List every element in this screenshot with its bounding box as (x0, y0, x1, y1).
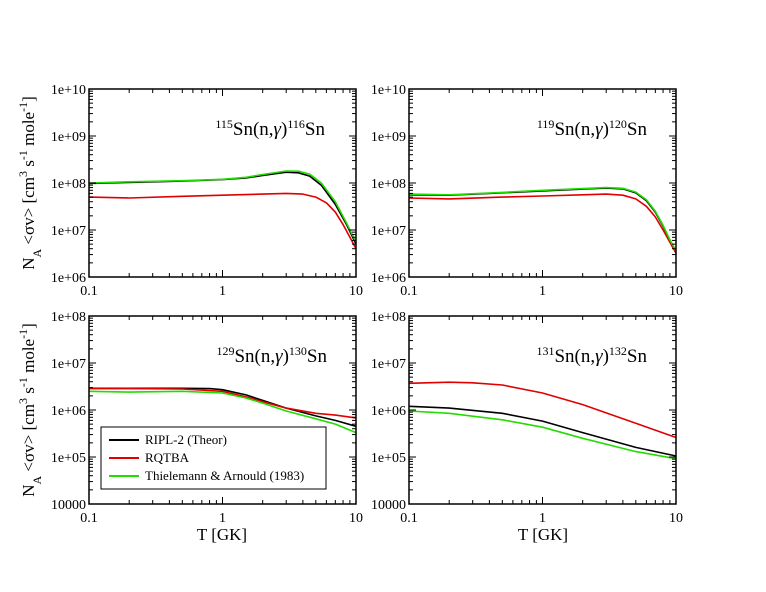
series-line-ripl-2-theor (89, 387, 357, 428)
x-tick-labels: 0.1 1 10 (80, 511, 363, 526)
x-tick-labels: 0.1 1 10 (80, 284, 363, 299)
y-tick-label: 1e+10 (371, 83, 406, 98)
legend-label-rqtba: RQTBA (145, 450, 190, 465)
y-tick-label: 1e+07 (51, 224, 86, 239)
y-tick-label: 1e+09 (371, 130, 406, 145)
y-axis-label-bottom: NA <σv> [cm3 s-1 mole-1] (16, 323, 44, 497)
y-axis-label-top: NA <σv> [cm3 s-1 mole-1] (16, 96, 44, 270)
ticks (88, 315, 357, 505)
series-line-rqtba (408, 193, 677, 254)
ticks (408, 88, 677, 278)
y-tick-label: 1e+06 (371, 271, 406, 286)
panel-title: 131Sn(n,γ)132Sn (536, 344, 647, 367)
y-tick-label: 10000 (51, 498, 86, 513)
x-tick-labels: 0.1 1 10 (400, 511, 683, 526)
legend-label-ripl2: RIPL-2 (Theor) (145, 432, 227, 447)
series-line-rqtba (89, 387, 357, 419)
y-tick-label: 10000 (371, 498, 406, 513)
panel-title: 119Sn(n,γ)120Sn (537, 117, 648, 140)
y-tick-labels: 10000 1e+05 1e+06 1e+07 1e+08 (51, 310, 86, 513)
series-lines (88, 170, 357, 250)
y-tick-label: 1e+08 (51, 177, 86, 192)
x-axis-label-right: T [GK] (518, 525, 568, 544)
y-tick-label: 1e+08 (51, 310, 86, 325)
series-line-thielemann-arnould-1983 (88, 390, 357, 434)
y-tick-labels: 1e+06 1e+07 1e+08 1e+09 1e+10 (51, 83, 86, 286)
y-tick-label: 1e+07 (51, 357, 86, 372)
x-tick-label: 10 (669, 284, 683, 299)
panel-sn115: 1e+06 1e+07 1e+08 1e+09 1e+10 0.1 1 10 1… (51, 83, 363, 299)
x-tick-label: 10 (349, 511, 363, 526)
x-tick-labels: 0.1 1 10 (400, 284, 683, 299)
y-tick-labels: 10000 1e+05 1e+06 1e+07 1e+08 (371, 310, 406, 513)
ticks (88, 88, 357, 278)
panel-title: 115Sn(n,γ)116Sn (215, 117, 325, 140)
series-line-ripl-2-theor (88, 171, 357, 245)
x-tick-label: 0.1 (400, 284, 418, 299)
legend-label-thielemann: Thielemann & Arnould (1983) (145, 468, 304, 483)
series-line-thielemann-arnould-1983 (88, 170, 357, 243)
series-line-thielemann-arnould-1983 (408, 410, 677, 460)
panel-sn129: 10000 1e+05 1e+06 1e+07 1e+08 0.1 1 10 1… (51, 310, 363, 526)
series-lines (408, 381, 677, 460)
x-tick-label: 0.1 (400, 511, 418, 526)
y-tick-label: 1e+05 (51, 451, 86, 466)
panel-sn119: 1e+06 1e+07 1e+08 1e+09 1e+10 0.1 1 10 1… (371, 83, 683, 299)
series-lines (88, 387, 357, 434)
x-tick-label: 10 (669, 511, 683, 526)
x-tick-label: 1 (539, 511, 546, 526)
y-tick-label: 1e+09 (51, 130, 86, 145)
y-tick-labels: 1e+06 1e+07 1e+08 1e+09 1e+10 (371, 83, 406, 286)
y-tick-label: 1e+06 (371, 404, 406, 419)
panel-title: 129Sn(n,γ)130Sn (216, 344, 327, 367)
y-tick-label: 1e+06 (51, 271, 86, 286)
y-tick-label: 1e+07 (371, 224, 406, 239)
ticks (408, 315, 677, 505)
series-line-ripl-2-theor (408, 187, 677, 252)
legend: RIPL-2 (Theor) RQTBA Thielemann & Arnoul… (100, 426, 327, 490)
y-tick-label: 1e+06 (51, 404, 86, 419)
y-tick-label: 1e+08 (371, 177, 406, 192)
x-tick-label: 1 (219, 284, 226, 299)
y-tick-label: 1e+10 (51, 83, 86, 98)
y-tick-label: 1e+05 (371, 451, 406, 466)
y-tick-label: 1e+08 (371, 310, 406, 325)
x-tick-label: 0.1 (80, 284, 98, 299)
x-tick-label: 1 (219, 511, 226, 526)
x-tick-label: 1 (539, 284, 546, 299)
y-tick-label: 1e+07 (371, 357, 406, 372)
series-line-rqtba (88, 192, 357, 250)
series-line-rqtba (408, 381, 677, 439)
series-lines (408, 186, 677, 254)
x-tick-label: 10 (349, 284, 363, 299)
series-line-ripl-2-theor (408, 405, 677, 457)
x-tick-label: 0.1 (80, 511, 98, 526)
panel-sn131: 10000 1e+05 1e+06 1e+07 1e+08 0.1 1 10 1… (371, 310, 683, 526)
x-axis-label-left: T [GK] (197, 525, 247, 544)
series-line-thielemann-arnould-1983 (408, 186, 677, 252)
legend-box (100, 426, 327, 490)
